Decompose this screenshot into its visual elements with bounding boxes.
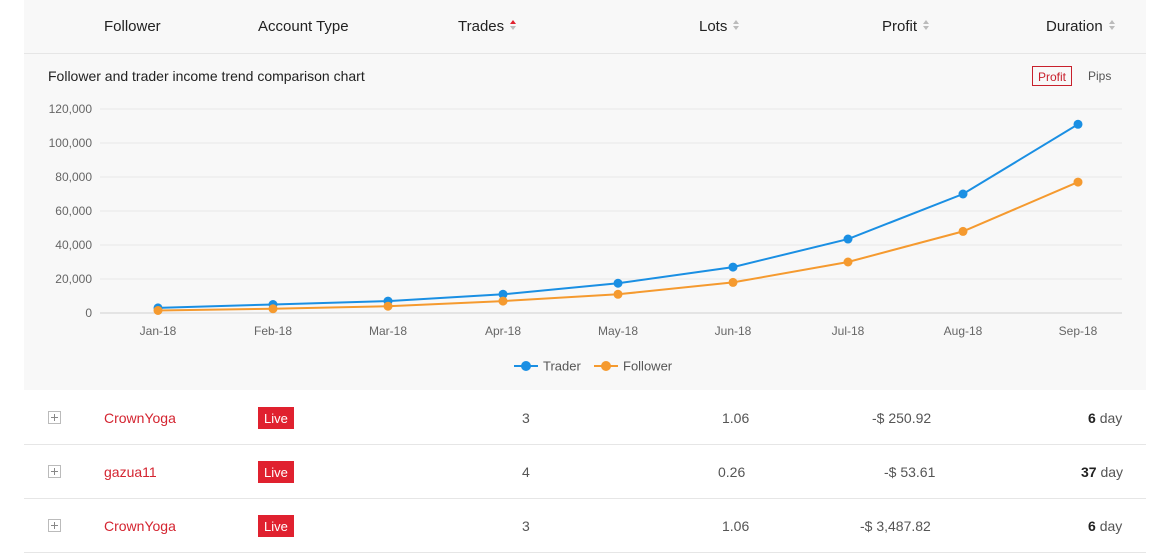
account-type-badge: Live [258, 461, 294, 483]
legend-label: Trader [543, 359, 581, 374]
x-tick-label: Jan-18 [140, 324, 177, 338]
expand-icon[interactable] [48, 519, 61, 532]
table-header: Follower Account Type Trades Lots Profit… [24, 0, 1146, 54]
x-tick-label: Feb-18 [254, 324, 292, 338]
data-point [728, 277, 738, 287]
x-tick-label: Sep-18 [1059, 324, 1098, 338]
y-tick-label: 40,000 [55, 238, 92, 252]
header-follower[interactable]: Follower [104, 18, 161, 35]
lots-value: 0.26 [718, 464, 746, 480]
profit-value: -$ 250.92 [872, 410, 932, 426]
trades-value: 3 [522, 518, 530, 534]
data-point [613, 289, 623, 299]
account-type-badge: Live [258, 407, 294, 429]
follower-name[interactable]: CrownYoga [104, 518, 176, 534]
follower-name[interactable]: gazua11 [104, 464, 157, 480]
y-tick-label: 80,000 [55, 170, 92, 184]
y-tick-label: 100,000 [49, 136, 93, 150]
header-lots[interactable]: Lots [699, 0, 740, 53]
data-point [1073, 177, 1083, 187]
data-point [1073, 119, 1083, 129]
account-type-badge: Live [258, 515, 294, 537]
data-point [958, 189, 968, 199]
x-tick-label: Aug-18 [944, 324, 983, 338]
follower-name[interactable]: CrownYoga [104, 410, 176, 426]
table-row[interactable]: CrownYoga Live 3 1.06 -$ 250.92 6 day [24, 391, 1146, 445]
sort-icon[interactable] [733, 20, 740, 31]
income-trend-chart: 020,00040,00060,00080,000100,000120,000 … [49, 102, 1122, 374]
data-point [498, 296, 508, 306]
y-tick-label: 0 [85, 306, 92, 320]
header-trades[interactable]: Trades [458, 0, 517, 53]
header-duration[interactable]: Duration [1046, 0, 1116, 53]
series-follower [153, 177, 1083, 315]
header-profit[interactable]: Profit [882, 0, 930, 53]
x-tick-label: May-18 [598, 324, 638, 338]
legend-marker [601, 361, 611, 371]
toggle-profit[interactable]: Profit [1032, 66, 1073, 86]
legend-label: Follower [623, 359, 673, 374]
x-tick-label: Jun-18 [715, 324, 752, 338]
x-axis-ticks: Jan-18 Feb-18 Mar-18 Apr-18 May-18 Jun-18 Jul-… [140, 324, 1098, 338]
chart-grid [100, 108, 1122, 314]
data-point [843, 234, 853, 244]
duration-value: 6 day [1088, 410, 1123, 426]
toggle-pips[interactable]: Pips [1088, 69, 1112, 83]
expand-icon[interactable] [48, 411, 61, 424]
data-point [153, 305, 163, 315]
data-point [268, 304, 278, 314]
duration-value: 37 day [1081, 464, 1124, 480]
profit-value: -$ 3,487.82 [860, 518, 931, 534]
chart-title: Follower and trader income trend compari… [48, 68, 365, 84]
data-point [613, 278, 623, 288]
trades-value: 4 [522, 464, 530, 480]
lots-value: 1.06 [722, 410, 750, 426]
duration-value: 6 day [1088, 518, 1123, 534]
lots-value: 1.06 [722, 518, 750, 534]
data-point [728, 262, 738, 272]
chart-legend: Trader Follower [514, 359, 673, 374]
y-tick-label: 20,000 [55, 272, 92, 286]
data-point [383, 301, 393, 311]
sort-icon[interactable] [923, 20, 930, 31]
x-tick-label: Jul-18 [832, 324, 865, 338]
y-tick-label: 60,000 [55, 204, 92, 218]
series-trader [153, 119, 1083, 313]
expand-icon[interactable] [48, 465, 61, 478]
legend-item-trader: Trader [514, 359, 581, 374]
x-tick-label: Mar-18 [369, 324, 407, 338]
data-point [958, 226, 968, 236]
header-account-type[interactable]: Account Type [258, 18, 349, 35]
chart-series [153, 119, 1083, 315]
y-axis-ticks: 0 20,000 40,000 60,000 80,000 100,000 120,000 [49, 102, 93, 320]
x-tick-label: Apr-18 [485, 324, 521, 338]
legend-item-follower: Follower [594, 359, 673, 374]
legend-marker [521, 361, 531, 371]
data-point [498, 289, 508, 299]
data-point [843, 257, 853, 267]
table-row[interactable]: CrownYoga Live 3 1.06 -$ 3,487.82 6 day [24, 499, 1146, 553]
table-row[interactable]: gazua11 Live 4 0.26 -$ 53.61 37 day [24, 445, 1146, 499]
profit-value: -$ 53.61 [884, 464, 936, 480]
trades-value: 3 [522, 410, 530, 426]
sort-icon[interactable] [1108, 20, 1116, 31]
y-tick-label: 120,000 [49, 102, 93, 116]
sort-icon[interactable] [510, 20, 517, 31]
